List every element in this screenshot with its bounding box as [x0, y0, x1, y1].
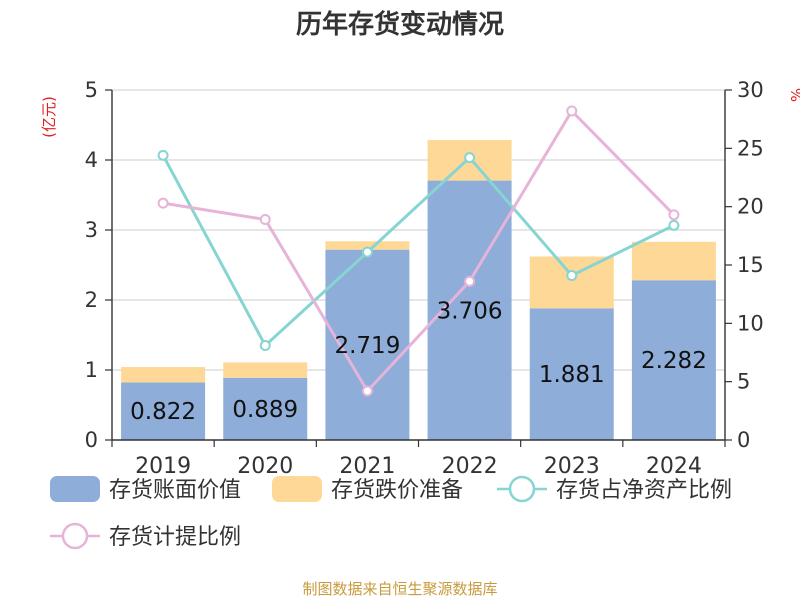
right-axis-tick-label: 5 [737, 370, 750, 394]
x-axis-tick-label: 2021 [339, 454, 395, 479]
series-point [259, 214, 271, 225]
series-point [157, 197, 169, 209]
bar-value-label: 3.706 [437, 298, 503, 324]
bar-segment [223, 377, 308, 440]
legend-label: 存货账面价值 [109, 478, 241, 503]
legend-marker [61, 522, 89, 550]
legend-label: 存货跌价准备 [331, 478, 463, 503]
series-point [668, 219, 680, 231]
axes: 0 1 2 3 4 5 0 5 10 15 20 25 30 2019 2020 2021 2022 2023 20… [85, 78, 764, 479]
bar-segment [631, 241, 716, 281]
x-axis-tick-label: 2022 [442, 454, 498, 479]
bar-segment [631, 280, 716, 440]
right-axis-tick-label: 10 [737, 311, 764, 335]
right-axis-tick-label: 25 [737, 136, 764, 160]
right-axis-tick-label: 20 [737, 195, 764, 219]
legend-label: 存货计提比例 [109, 525, 241, 550]
series-point [259, 340, 271, 351]
bar-value-label: 0.889 [232, 397, 298, 423]
left-axis-tick-label: 2 [85, 288, 98, 312]
right-axis-tick-label: 0 [737, 428, 750, 452]
series-point [566, 270, 578, 281]
right-axis-tick-label: 30 [737, 78, 764, 102]
x-axis-tick-label: 2023 [544, 454, 600, 479]
chart-title: 历年存货变动情况 [296, 9, 504, 40]
legend-label: 存货占净资产比例 [556, 478, 732, 503]
grid-lines [112, 89, 725, 371]
bar-label-layer: 0.822 0.889 2.719 3.706 1.881 2.282 [130, 298, 707, 425]
series-line [161, 154, 675, 348]
legend-swatch [50, 476, 100, 502]
legend-marker [508, 475, 536, 503]
left-axis-tick-label: 4 [85, 148, 98, 172]
line-layer [157, 105, 680, 397]
legend-swatch [272, 476, 322, 502]
bar-layer [121, 139, 716, 440]
series-point [566, 105, 578, 117]
series-point [464, 152, 476, 164]
series-point [157, 149, 169, 161]
left-axis-tick-label: 0 [85, 428, 98, 452]
right-axis-tick-label: 15 [737, 253, 764, 277]
series-point [361, 385, 373, 397]
series-point [464, 275, 476, 287]
series-point [668, 209, 680, 221]
bar-value-label: 2.282 [641, 348, 707, 374]
bar-segment [325, 241, 410, 250]
bar-value-label: 1.881 [539, 362, 605, 388]
x-axis-tick-label: 2019 [135, 454, 191, 479]
bar-segment [223, 362, 308, 378]
bar-value-label: 2.719 [334, 333, 400, 359]
bar-segment [121, 382, 206, 440]
right-axis-unit: % [788, 88, 800, 102]
x-axis-tick-label: 2020 [237, 454, 293, 479]
bar-segment [529, 256, 614, 309]
left-axis-tick-label: 5 [85, 78, 98, 102]
x-axis-tick-label: 2024 [646, 454, 702, 479]
bar-segment [121, 367, 206, 383]
series-point [361, 246, 373, 258]
bar-segment [529, 308, 614, 440]
left-axis-tick-label: 3 [85, 218, 98, 242]
left-axis-unit: (亿元) [40, 96, 58, 138]
bar-value-label: 0.822 [130, 399, 196, 425]
left-axis-tick-label: 1 [85, 358, 98, 382]
source-note: 制图数据来自恒生聚源数据库 [302, 580, 497, 598]
series-line [162, 108, 675, 394]
